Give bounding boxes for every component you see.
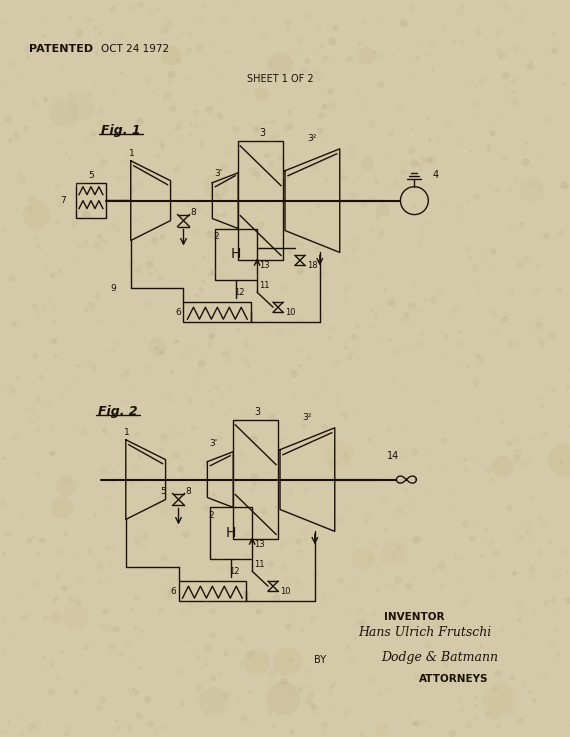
Text: 5: 5 <box>88 171 94 181</box>
Text: H: H <box>226 526 237 540</box>
Text: 11: 11 <box>254 560 264 569</box>
Text: 9: 9 <box>110 284 116 293</box>
Text: 8: 8 <box>185 487 192 496</box>
Text: H: H <box>231 248 242 262</box>
Text: 10: 10 <box>285 308 295 317</box>
Text: Fig. 1: Fig. 1 <box>101 125 141 137</box>
Text: 8: 8 <box>190 208 196 217</box>
Text: 14: 14 <box>386 450 399 461</box>
Bar <box>210 508 252 559</box>
Bar <box>215 228 257 280</box>
Text: 1: 1 <box>124 428 129 437</box>
Text: 2: 2 <box>213 232 219 241</box>
Text: SHEET 1 OF 2: SHEET 1 OF 2 <box>247 74 314 84</box>
Text: 3²: 3² <box>307 134 316 144</box>
Text: Dodge & Batmann: Dodge & Batmann <box>381 652 498 664</box>
Text: 12: 12 <box>234 287 245 297</box>
Text: Fig. 2: Fig. 2 <box>98 405 137 419</box>
Text: 3': 3' <box>209 439 218 448</box>
Text: OCT 24 1972: OCT 24 1972 <box>101 44 169 55</box>
Text: 6: 6 <box>176 308 181 317</box>
Text: 2: 2 <box>209 511 214 520</box>
Text: 18: 18 <box>307 261 317 270</box>
Text: 13: 13 <box>259 261 270 270</box>
Bar <box>238 141 283 260</box>
Text: 11: 11 <box>259 281 270 290</box>
Text: 3²: 3² <box>302 413 311 422</box>
Text: ATTORNEYS: ATTORNEYS <box>420 674 489 684</box>
Text: 3: 3 <box>259 128 266 138</box>
Bar <box>184 302 251 322</box>
Text: BY: BY <box>314 655 326 665</box>
Text: 4: 4 <box>432 170 438 180</box>
Text: 12: 12 <box>229 567 240 576</box>
Bar <box>178 581 246 601</box>
Bar <box>233 420 278 539</box>
Text: 6: 6 <box>171 587 177 595</box>
Text: 1: 1 <box>129 150 135 158</box>
Text: 3: 3 <box>255 407 260 417</box>
Text: INVENTOR: INVENTOR <box>384 612 445 622</box>
Text: 13: 13 <box>254 539 265 549</box>
Text: 5: 5 <box>161 487 166 496</box>
Text: Hans Ulrich Frutschi: Hans Ulrich Frutschi <box>358 626 491 640</box>
Text: 3': 3' <box>214 170 223 178</box>
Bar <box>76 183 106 217</box>
Text: 7: 7 <box>60 195 66 205</box>
Text: PATENTED: PATENTED <box>29 44 93 55</box>
Text: 10: 10 <box>280 587 291 595</box>
